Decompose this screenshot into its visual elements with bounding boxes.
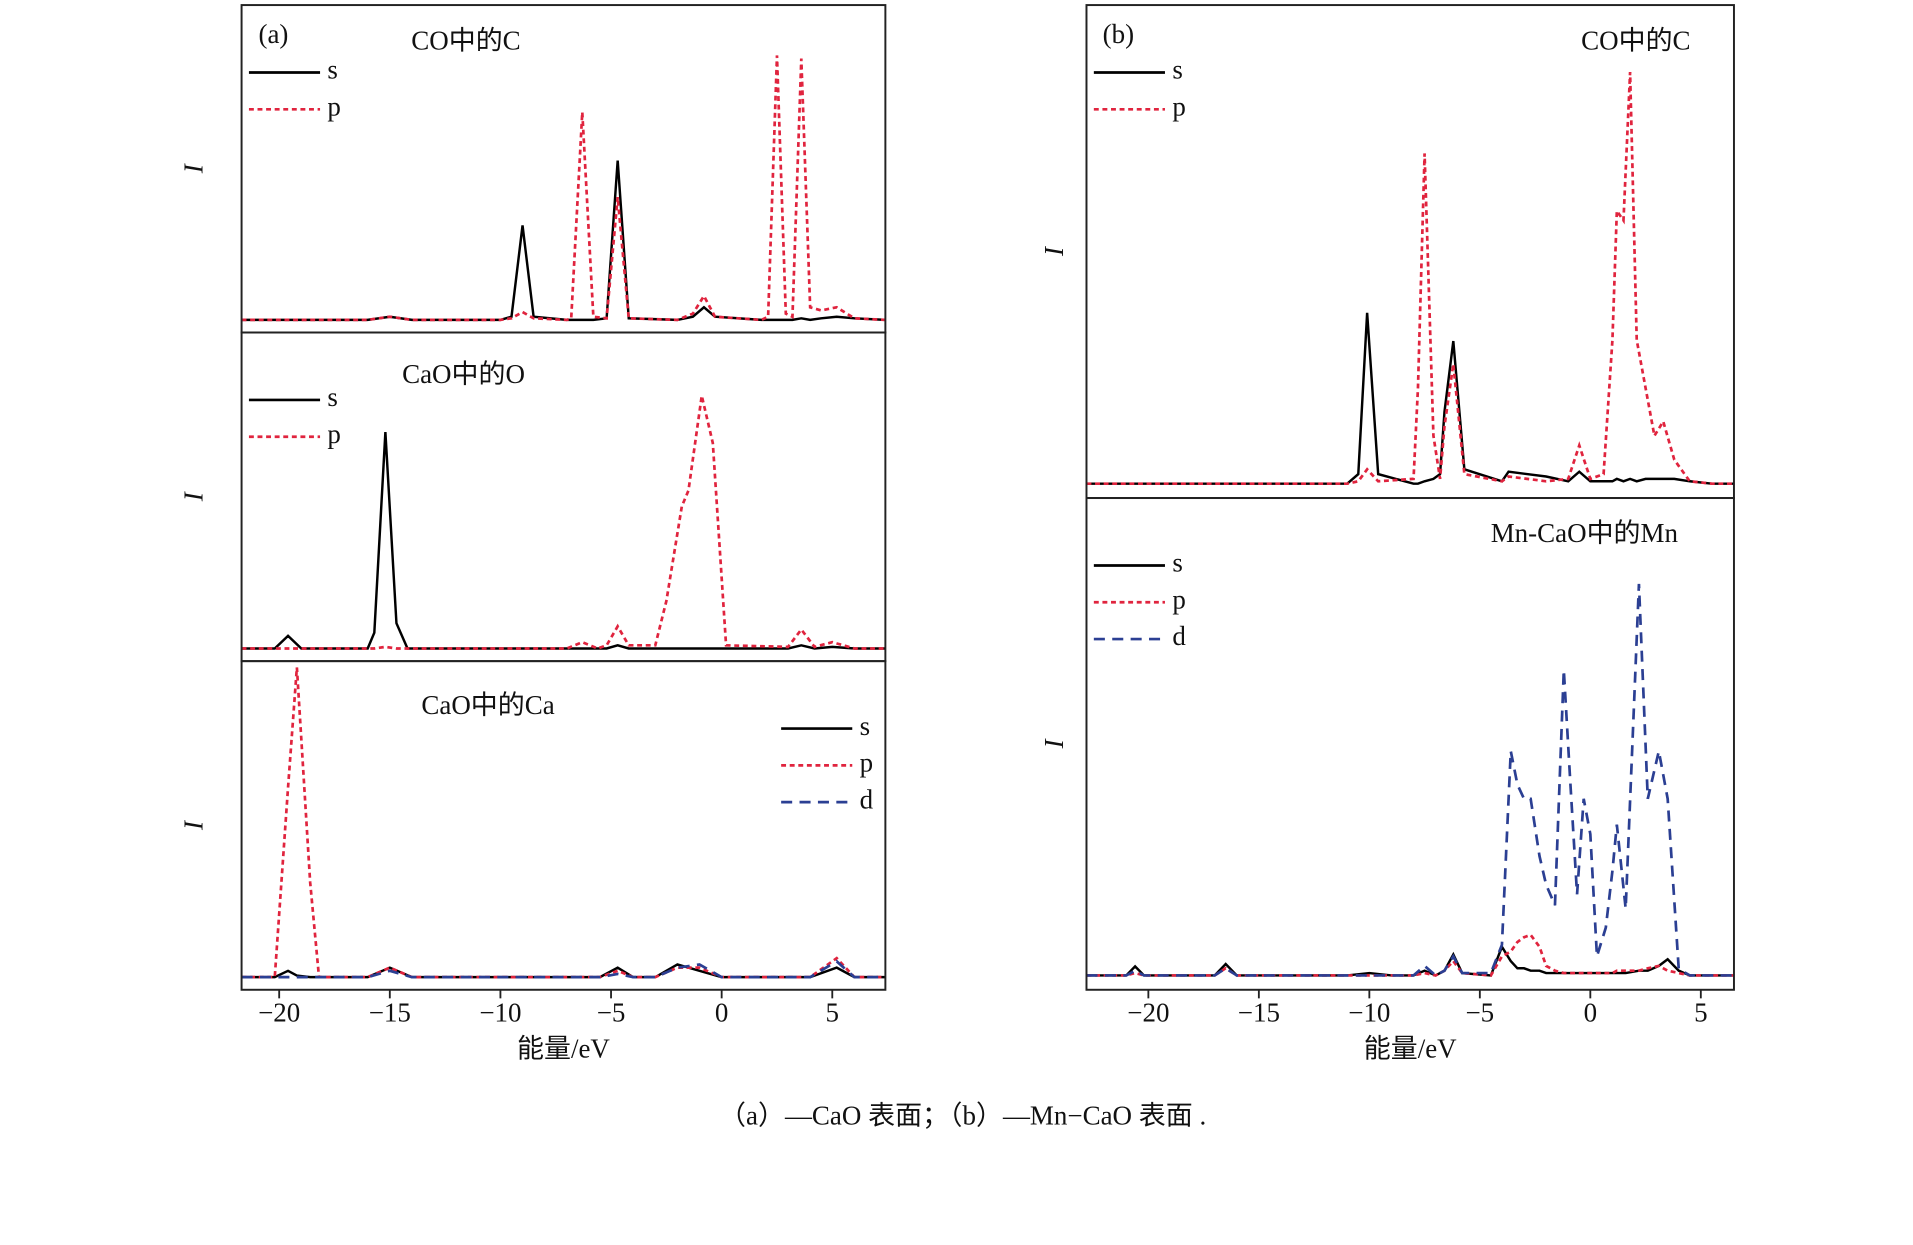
series-line <box>1086 583 1734 978</box>
legend-label: s <box>327 382 338 412</box>
x-tick-label: −10 <box>1348 998 1390 1028</box>
legend-label: p <box>1172 584 1185 614</box>
panel-title: CO中的C <box>1581 25 1690 55</box>
x-tick-label: 0 <box>1584 998 1597 1028</box>
series-line <box>241 959 886 979</box>
series-line <box>241 395 886 650</box>
plot-frame <box>1085 4 1735 500</box>
plot-area <box>1086 583 1734 978</box>
legend-label: p <box>860 748 873 778</box>
series-line <box>241 963 886 979</box>
legend-label: d <box>860 784 874 814</box>
legend-label: p <box>327 419 340 449</box>
plot-frame <box>240 4 887 334</box>
plot-frame <box>1085 497 1735 991</box>
legend-label: s <box>327 55 338 85</box>
x-tick-label: −20 <box>258 998 300 1028</box>
x-tick-label: 0 <box>715 998 728 1028</box>
plot-frame <box>240 331 887 663</box>
y-axis-label: I <box>1039 245 1069 257</box>
plot-area <box>241 55 886 322</box>
panel-label: (b) <box>1103 19 1134 49</box>
panel-title: CaO中的Ca <box>421 690 554 720</box>
legend-label: s <box>1172 55 1182 85</box>
x-tick-label: 5 <box>1694 998 1707 1028</box>
x-tick-label: −20 <box>1127 998 1169 1028</box>
plot-frame <box>240 660 887 991</box>
y-axis-label: I <box>1039 737 1069 749</box>
panel-title: Mn-CaO中的Mn <box>1491 518 1679 548</box>
legend-label: s <box>1172 548 1182 578</box>
x-tick-label: −15 <box>369 998 411 1028</box>
plot-area <box>241 395 886 650</box>
y-axis-label: I <box>178 819 208 831</box>
legend-label: p <box>327 91 340 121</box>
series-line <box>1086 944 1734 977</box>
series-line <box>1086 933 1734 977</box>
series-line <box>241 667 886 979</box>
x-axis-label: 能量/eV <box>1364 1033 1457 1063</box>
panel-label: (a) <box>258 19 288 49</box>
x-tick-label: −5 <box>597 998 626 1028</box>
series-line <box>1086 312 1734 485</box>
series-line <box>241 55 886 322</box>
panel-title: CO中的C <box>411 25 520 55</box>
caption: （a）—CaO 表面；（b）—Mn−CaO 表面 . <box>719 1101 1206 1131</box>
plot-area <box>1086 72 1734 486</box>
x-axis-label: 能量/eV <box>517 1033 610 1063</box>
series-line <box>1086 72 1734 486</box>
x-tick-label: −10 <box>479 998 521 1028</box>
x-tick-label: −15 <box>1238 998 1280 1028</box>
x-tick-label: −5 <box>1465 998 1494 1028</box>
y-axis-label: I <box>178 162 208 174</box>
legend-label: p <box>1172 91 1185 121</box>
plot-area <box>241 667 886 979</box>
legend-label: d <box>1172 621 1186 651</box>
series-line <box>241 431 886 650</box>
panel-title: CaO中的O <box>402 359 525 389</box>
legend-label: s <box>860 711 870 741</box>
y-axis-label: I <box>178 490 208 502</box>
x-tick-label: 5 <box>826 998 839 1028</box>
series-line <box>241 160 886 322</box>
